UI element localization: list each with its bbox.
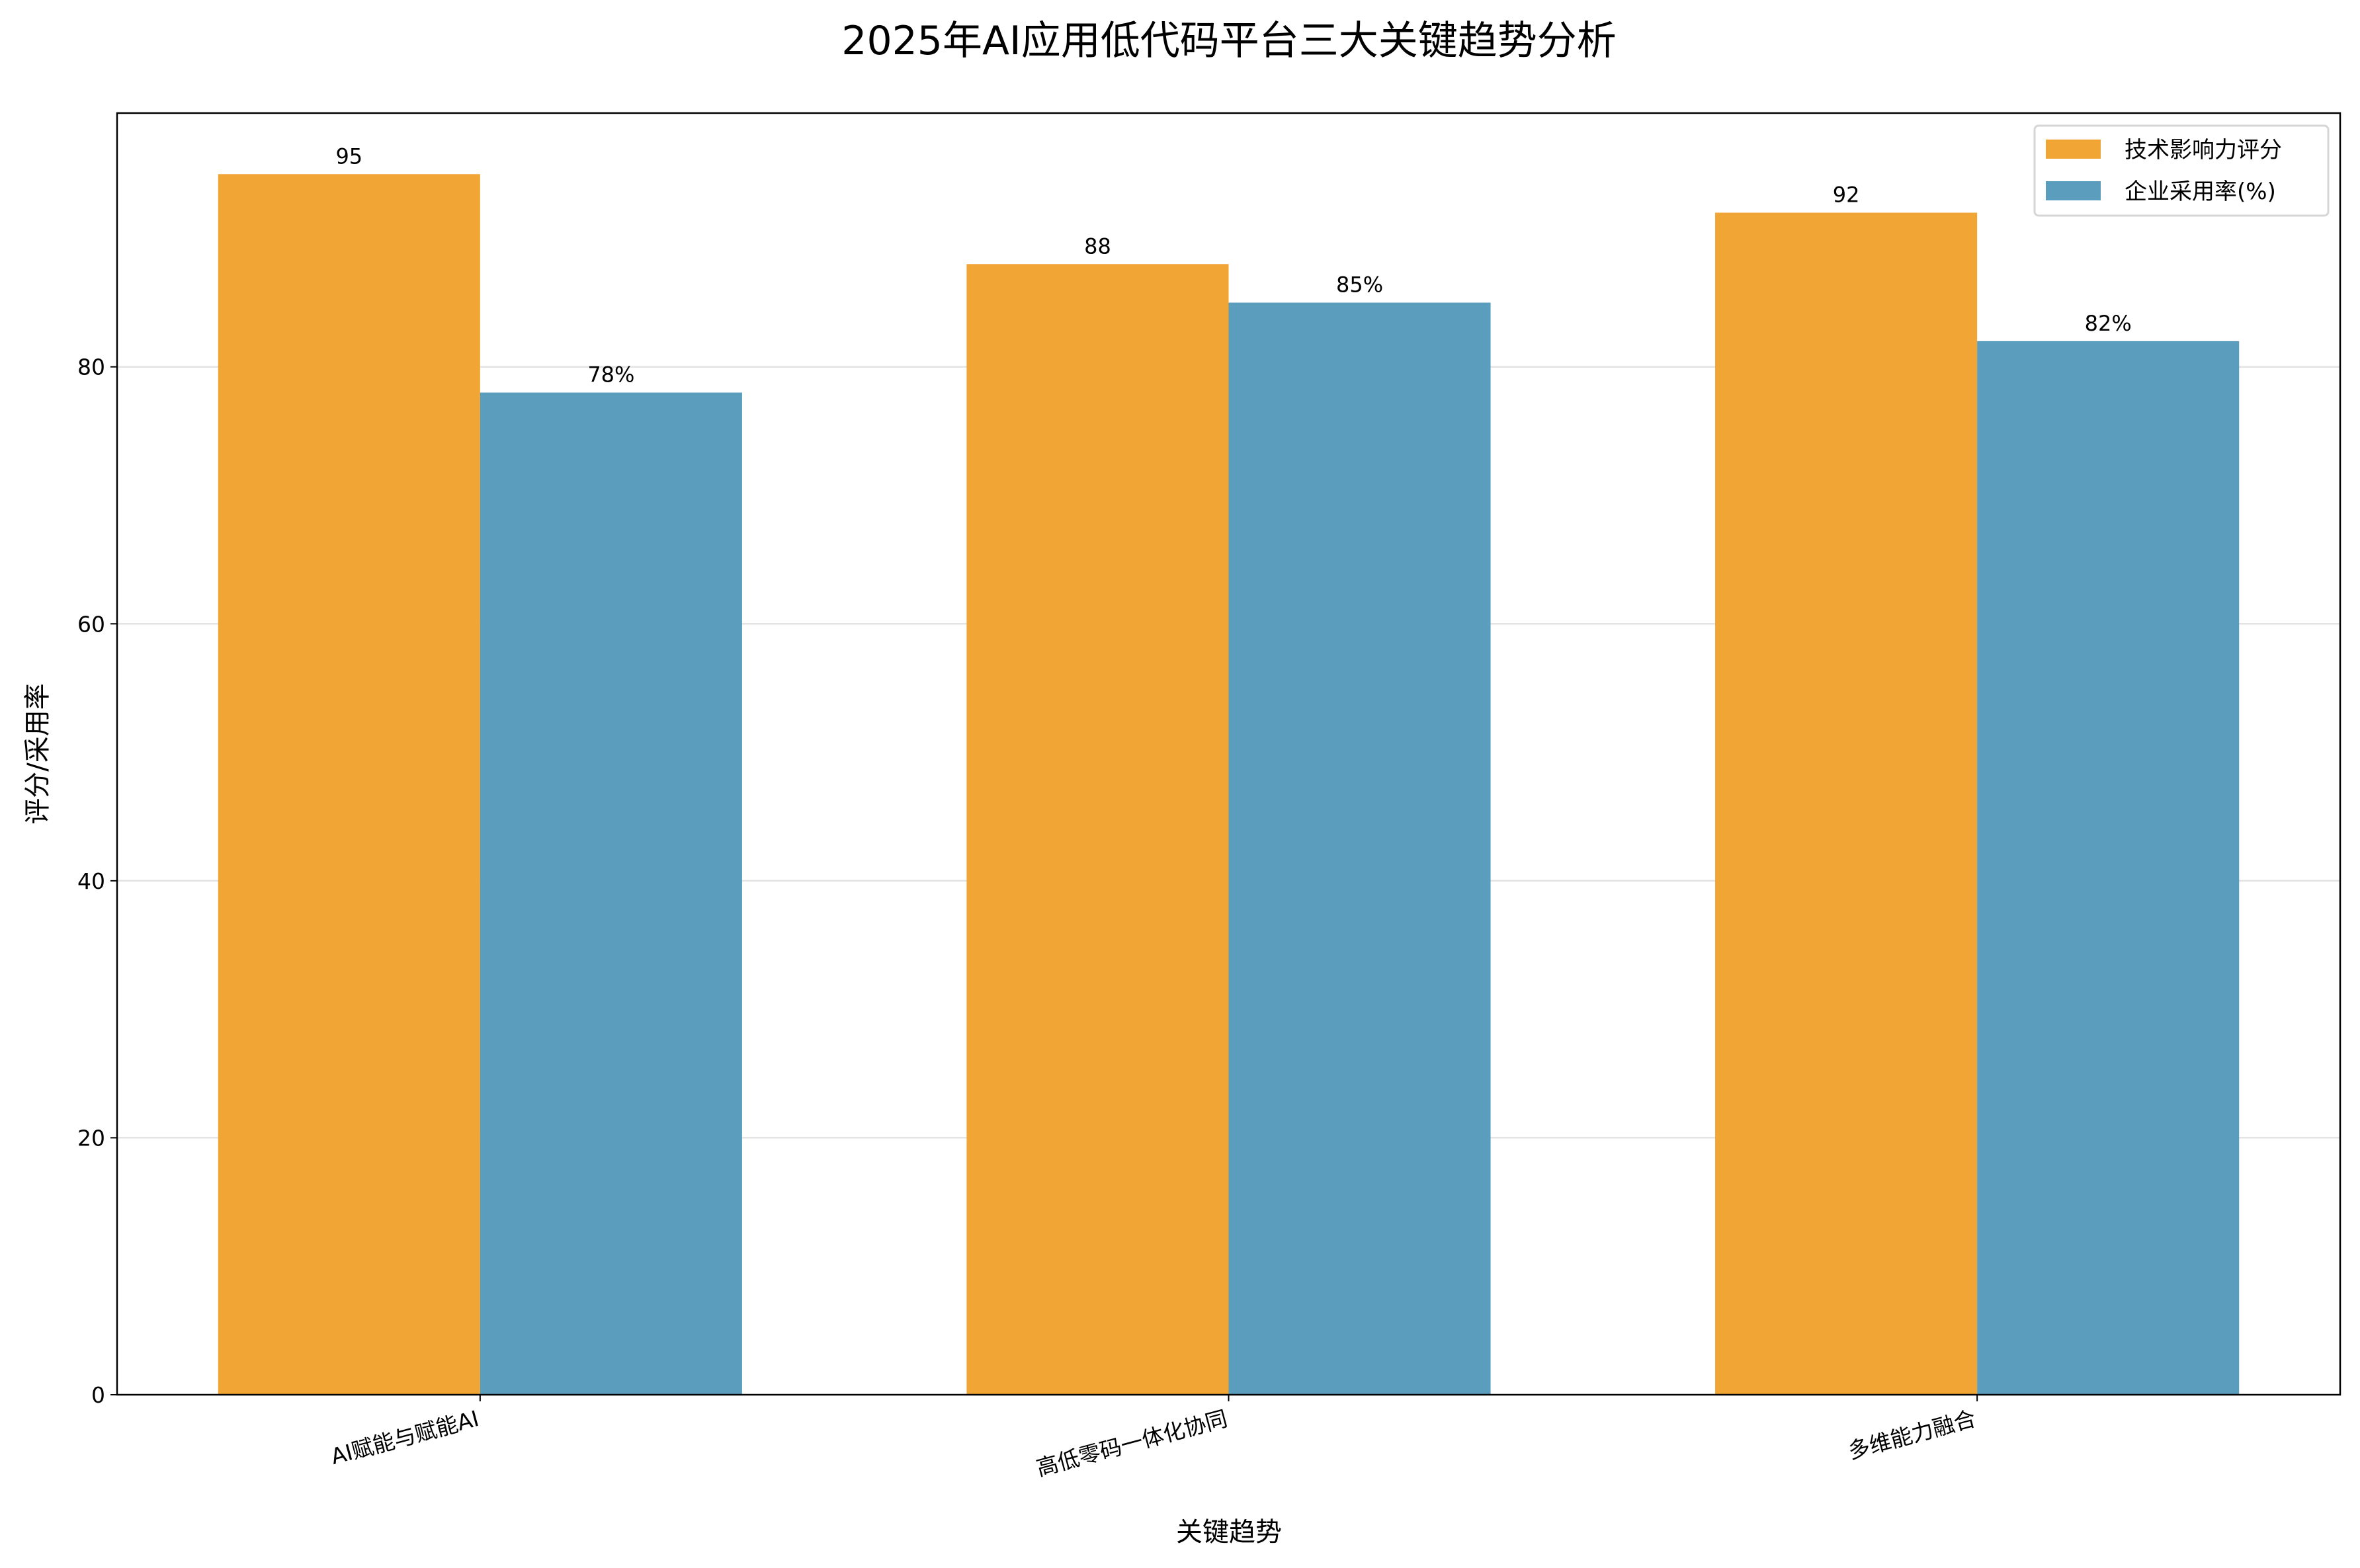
legend-label-score: 技术影响力评分 [2125,137,2282,163]
y-tick-label: 60 [77,611,105,637]
data-label: 88 [1084,233,1111,259]
x-tick-label: AI赋能与赋能AI [328,1405,482,1469]
data-label: 82% [2085,311,2132,336]
x-axis-ticks: AI赋能与赋能AI 高低零码一体化协同 多维能力融合 [328,1395,1978,1481]
bar [1977,341,2240,1395]
legend-swatch-score [2046,140,2101,159]
y-tick-label: 80 [77,354,105,380]
legend-swatch-adoption [2046,181,2101,200]
y-tick-label: 40 [77,868,105,894]
data-label: 95 [335,144,362,169]
bar [480,392,742,1395]
bar [966,264,1229,1395]
data-label: 85% [1336,272,1383,298]
bar [1228,302,1491,1395]
y-tick-label: 0 [91,1382,105,1408]
bar [1715,212,1978,1395]
y-axis-ticks: 0 20 40 60 80 [77,354,117,1408]
x-axis-label: 关键趋势 [1176,1517,1282,1547]
legend-label-adoption: 企业采用率(%) [2125,179,2276,205]
data-label: 92 [1833,183,1860,208]
chart-title: 2025年AI应用低代码平台三大关键趋势分析 [841,18,1616,64]
data-label: 78% [587,362,634,388]
legend-frame [2033,124,2330,217]
bars [218,174,2240,1395]
legend: 技术影响力评分 企业采用率(%) [2033,124,2330,217]
y-tick-label: 20 [77,1125,105,1151]
bar [218,174,480,1395]
y-axis-label: 评分/采用率 [22,683,53,824]
data-labels: 95 88 92 78% 85% 82% [335,144,2131,387]
x-tick-label: 多维能力融合 [1845,1405,1978,1464]
x-tick-label: 高低零码一体化协同 [1034,1405,1230,1481]
